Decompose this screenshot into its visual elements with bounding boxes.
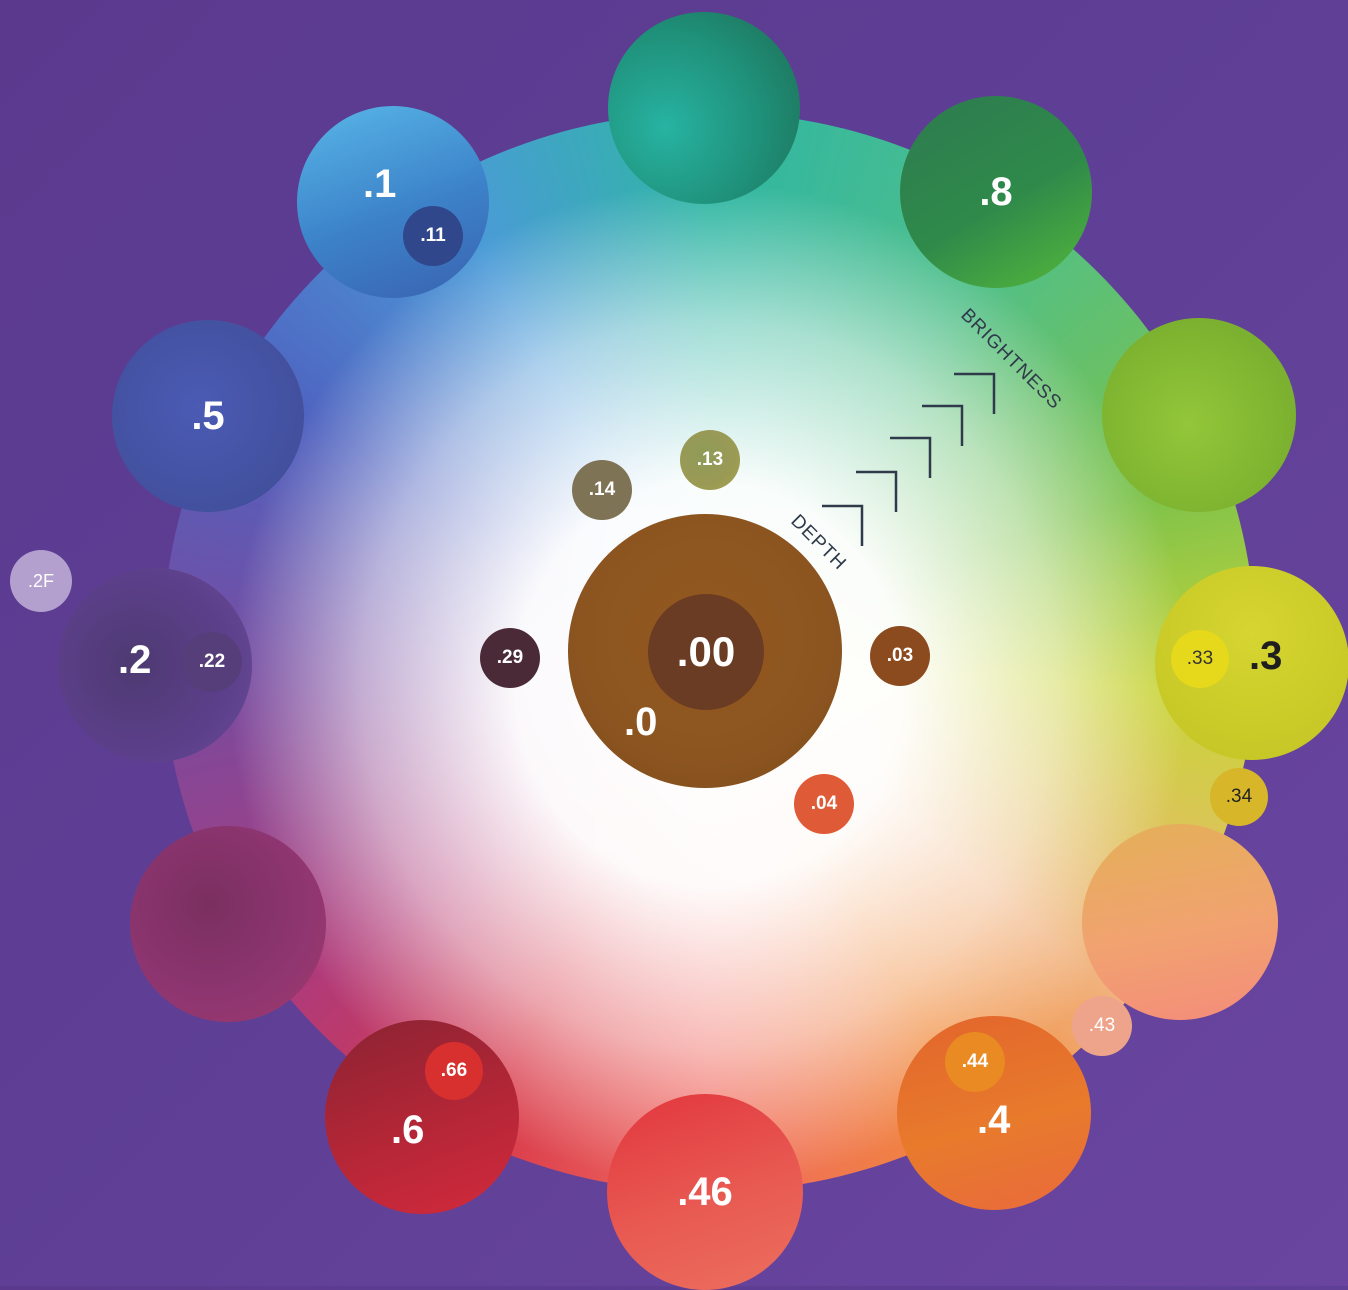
disc-8: .8 — [900, 96, 1092, 288]
disc-22-label: .22 — [198, 651, 226, 672]
disc-peach — [1082, 824, 1278, 1020]
disc-1-label: .1 — [363, 162, 397, 206]
disc-46-label: .46 — [677, 1169, 733, 1214]
disc-03-label: .03 — [886, 645, 914, 666]
disc-66-label: .66 — [440, 1060, 468, 1081]
chevron-4 — [922, 404, 964, 446]
center-inner-disc: .00 — [648, 594, 764, 710]
chevron-5 — [954, 372, 996, 414]
disc-46: .46 — [607, 1094, 803, 1290]
disc-6-label: .6 — [391, 1108, 425, 1152]
disc-8-label: .8 — [979, 169, 1013, 214]
disc-2f: .2F — [10, 550, 72, 612]
disc-3: .33 .3 — [1155, 566, 1348, 760]
center-disc: .00 .0 — [568, 514, 842, 788]
disc-5: .5 — [112, 320, 304, 512]
disc-04-label: .04 — [810, 793, 838, 814]
center-outer-label: .0 — [624, 700, 658, 744]
disc-29: .29 — [480, 628, 540, 688]
disc-14-label: .14 — [588, 479, 616, 500]
disc-2: .2 .22 — [58, 568, 252, 762]
disc-33: .33 — [1171, 630, 1229, 688]
disc-03: .03 — [870, 626, 930, 686]
disc-magenta — [130, 826, 326, 1022]
disc-11-label: .11 — [420, 225, 446, 246]
disc-29-label: .29 — [496, 647, 524, 668]
disc-lime — [1102, 318, 1296, 512]
disc-34-label: .34 — [1225, 786, 1253, 807]
depth-label: DEPTH — [786, 511, 850, 575]
disc-34: .34 — [1210, 768, 1268, 826]
disc-44-label: .44 — [961, 1051, 989, 1072]
disc-44: .44 — [945, 1032, 1005, 1092]
chevron-2 — [856, 470, 898, 512]
disc-43-label: .43 — [1088, 1015, 1116, 1036]
disc-6: .66 .6 — [325, 1020, 519, 1214]
disc-1: .1 .11 — [297, 106, 489, 298]
disc-33-label: .33 — [1186, 648, 1214, 669]
disc-5-label: .5 — [191, 393, 225, 438]
disc-04: .04 — [794, 774, 854, 834]
disc-66: .66 — [425, 1042, 483, 1100]
disc-teal — [608, 12, 800, 204]
disc-4-label: .4 — [977, 1098, 1011, 1142]
disc-11: .11 — [403, 206, 463, 266]
chevron-3 — [890, 436, 932, 478]
disc-2f-label: .2F — [27, 570, 54, 591]
disc-4: .44 .4 — [897, 1016, 1091, 1210]
disc-14: .14 — [572, 460, 632, 520]
center-inner-label: .00 — [676, 628, 736, 675]
disc-22: .22 — [182, 632, 242, 692]
disc-3-label: .3 — [1249, 634, 1283, 678]
chevron-1 — [822, 504, 864, 546]
disc-13: .13 — [680, 430, 740, 490]
brightness-label: BRIGHTNESS — [956, 305, 1065, 414]
disc-13-label: .13 — [696, 449, 724, 470]
disc-2-label: .2 — [118, 638, 152, 682]
disc-43: .43 — [1072, 996, 1132, 1056]
